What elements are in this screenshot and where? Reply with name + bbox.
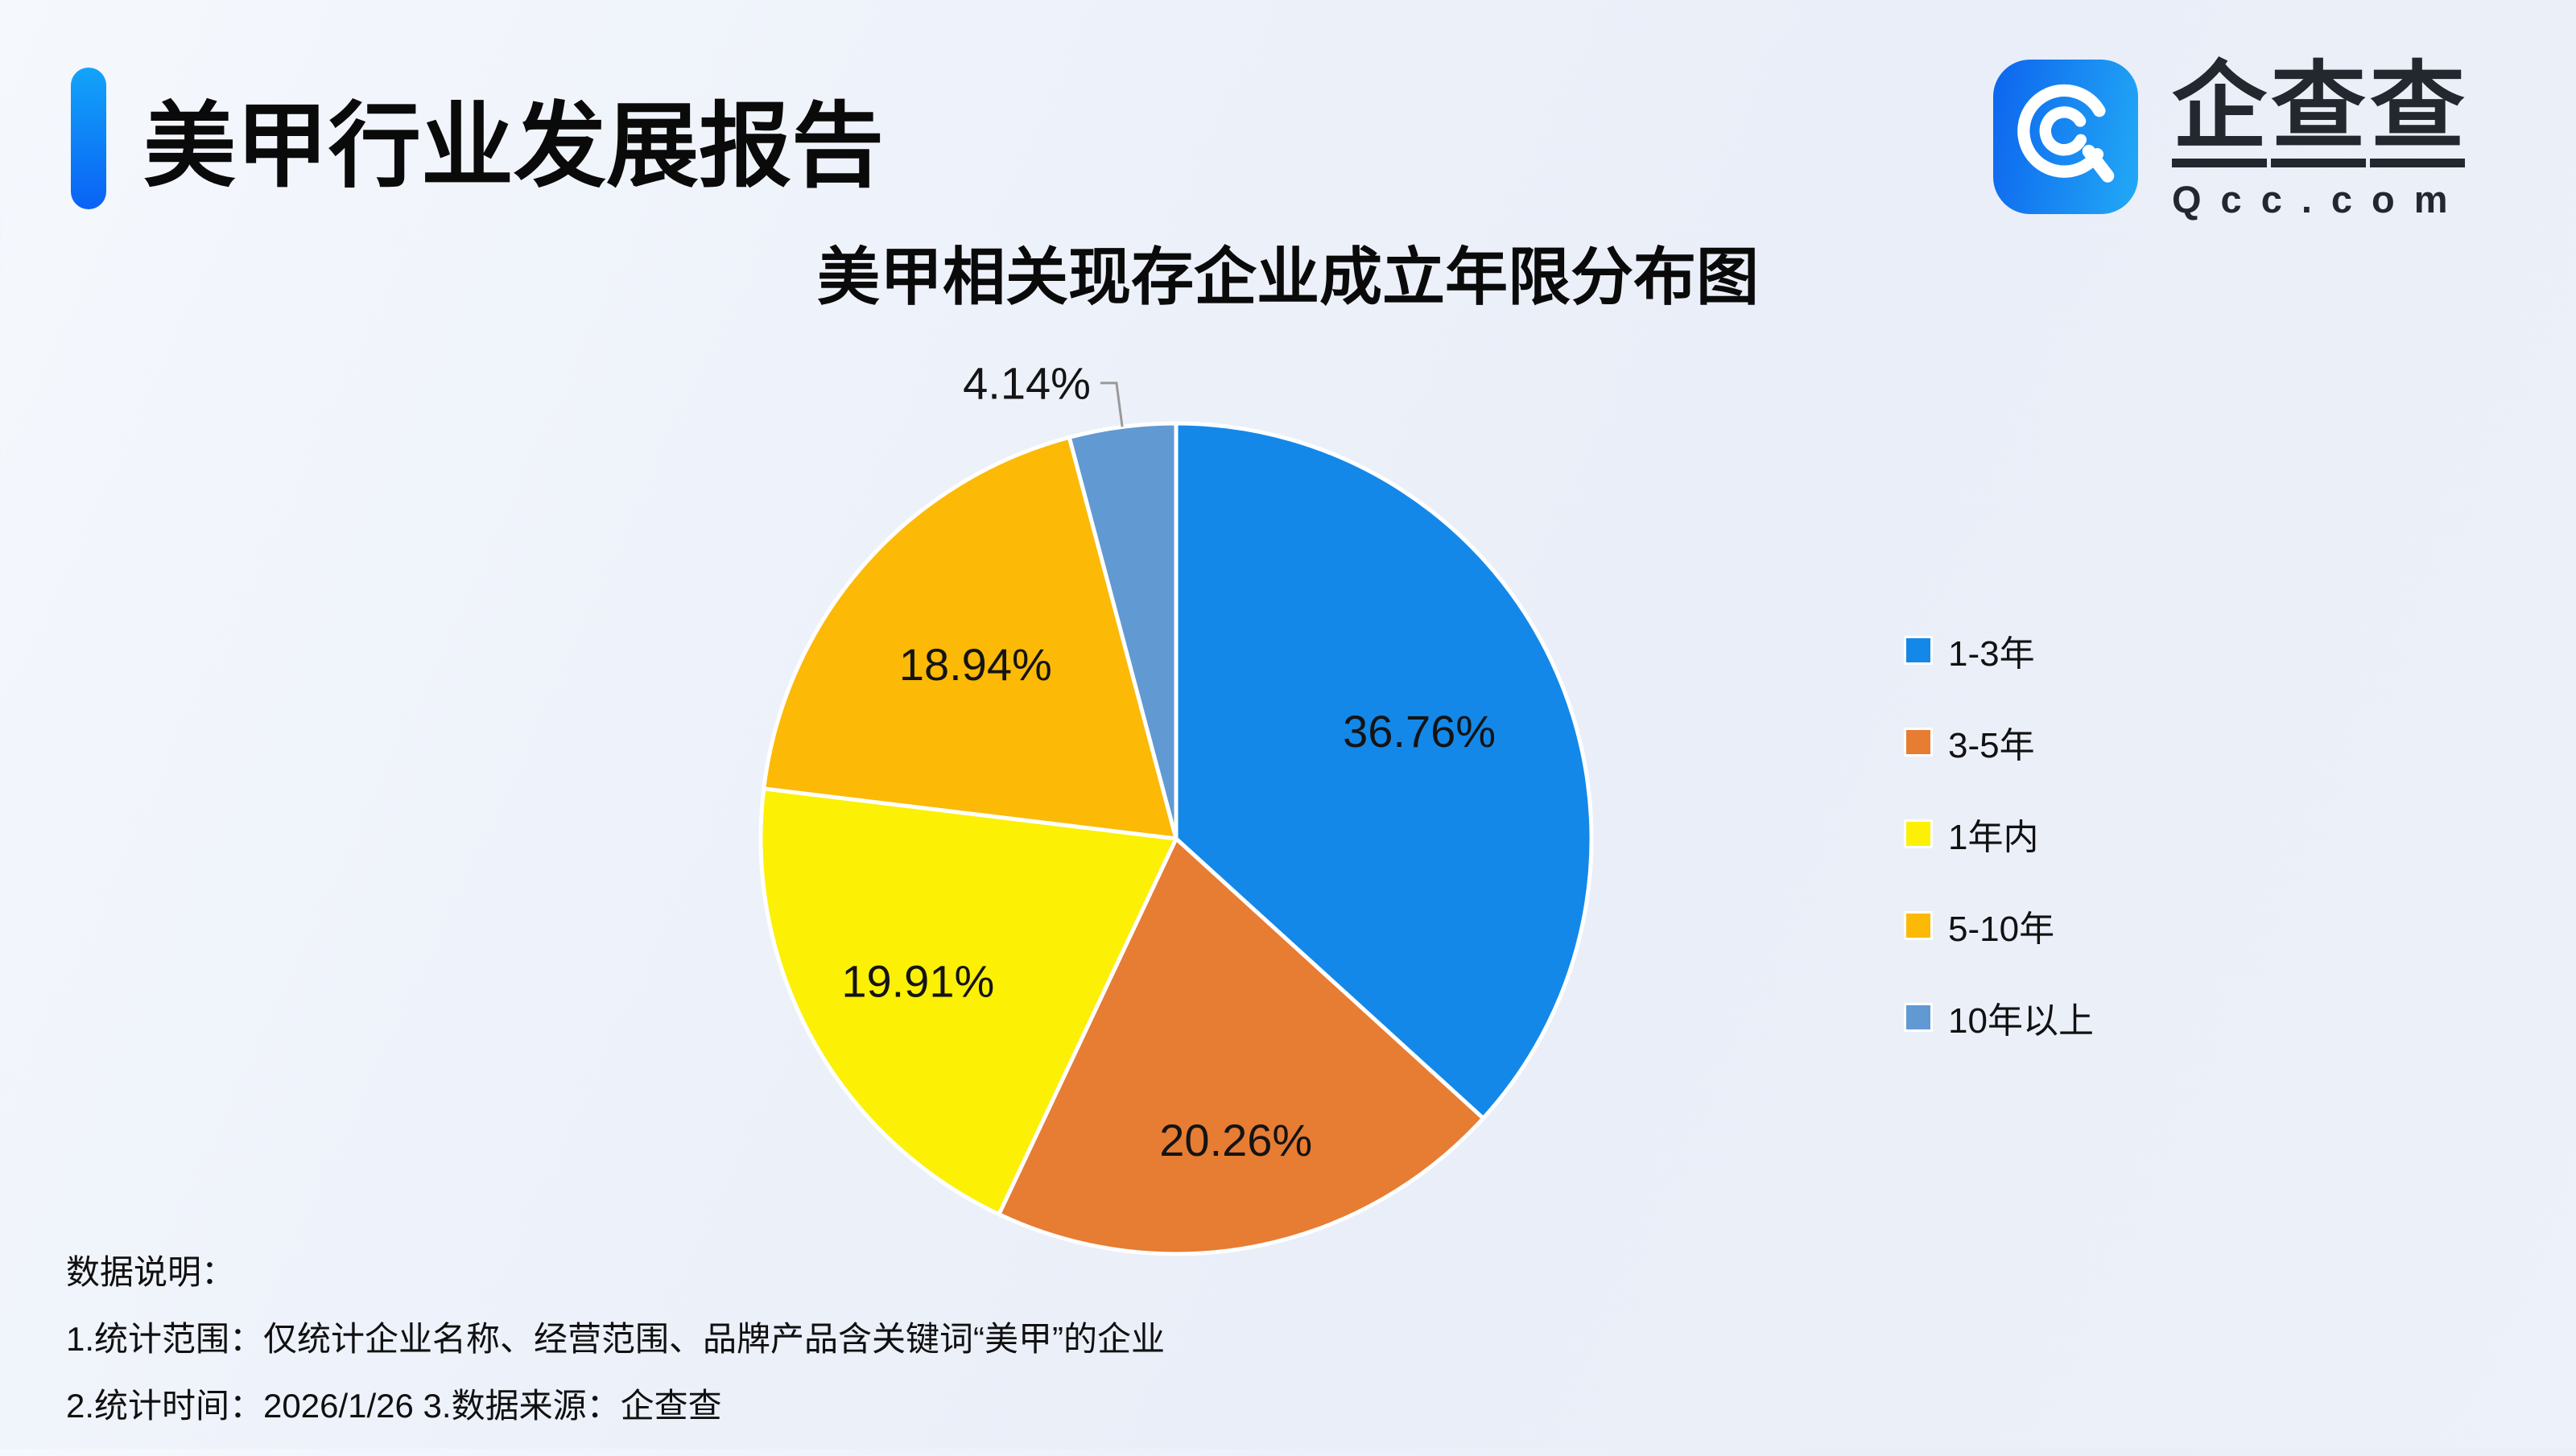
qcc-monogram-icon (2017, 84, 2115, 183)
legend-label: 1年内 (1948, 818, 2039, 857)
report-header: 美甲行业发展报告 (71, 68, 884, 209)
title-accent-bar (71, 68, 106, 209)
qcc-logo: 企 查 查 Qcc.com (1993, 60, 2469, 221)
brand-char: 查 (2271, 60, 2367, 167)
legend-swatch (1906, 822, 1930, 846)
qcc-logo-text: 企 查 查 Qcc.com (2172, 60, 2469, 221)
chart-legend: 1-3年 3-5年 1年内 5-10年 10年以上 (1906, 633, 2094, 1091)
legend-label: 10年以上 (1948, 1001, 2094, 1041)
qcc-brand-name: 企 查 查 (2172, 60, 2469, 167)
note-line: 1.统计范围：仅统计企业名称、经营范围、品牌产品含关键词“美甲”的企业 (66, 1320, 1166, 1358)
pie-slice-3-5年 (997, 836, 1486, 1256)
pie-label-1-3年: 36.76% (1343, 706, 1496, 757)
qcc-domain: Qcc.com (2172, 178, 2467, 221)
legend-swatch (1906, 914, 1930, 938)
legend-item: 10年以上 (1906, 1000, 2094, 1041)
qcc-logo-icon (1993, 60, 2138, 214)
pie-label-3-5年: 20.26% (1159, 1115, 1312, 1165)
pie-label-5-10年: 18.94% (899, 639, 1052, 690)
chart-title: 美甲相关现存企业成立年限分布图 (816, 241, 1759, 312)
page-title: 美甲行业发展报告 (143, 95, 885, 198)
legend-item: 5-10年 (1906, 908, 2094, 949)
legend-swatch (1906, 730, 1930, 754)
pie-label-1年内: 19.91% (841, 956, 994, 1007)
pie-label-leader-line (1100, 382, 1124, 427)
legend-label: 3-5年 (1948, 726, 2035, 765)
data-notes: 数据说明： 1.统计范围：仅统计企业名称、经营范围、品牌产品含关键词“美甲”的企… (66, 1256, 1165, 1456)
pie-slice-5-10年 (762, 435, 1179, 841)
legend-item: 3-5年 (1906, 724, 2094, 765)
pie-slice-1-3年 (1174, 421, 1594, 1120)
notes-heading: 数据说明： (66, 1253, 236, 1291)
legend-item: 1-3年 (1906, 633, 2094, 674)
legend-label: 5-10年 (1948, 909, 2055, 949)
pie-slice-1年内 (758, 786, 1179, 1217)
legend-swatch (1906, 638, 1930, 662)
brand-char: 查 (2370, 60, 2466, 167)
legend-swatch (1906, 1005, 1930, 1029)
legend-label: 1-3年 (1948, 634, 2035, 674)
pie-slice-10年以上 (1067, 421, 1179, 841)
legend-item: 1年内 (1906, 816, 2094, 857)
brand-char: 企 (2172, 60, 2268, 167)
note-line: 2.统计时间：2026/1/26 3.数据来源：企查查 (66, 1387, 722, 1425)
pie-label-10年以上: 4.14% (963, 357, 1091, 408)
